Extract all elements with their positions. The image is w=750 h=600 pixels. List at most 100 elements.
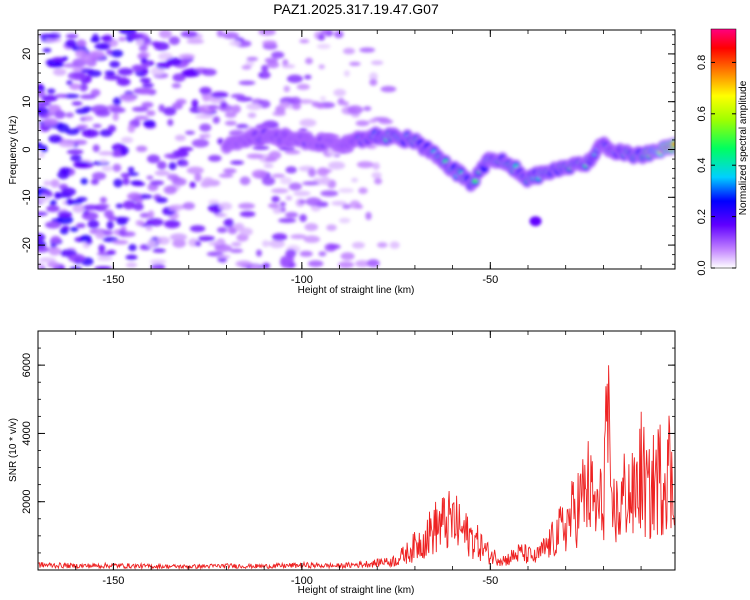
spectrogram-noise-blob bbox=[115, 203, 124, 209]
spectrogram-noise-blob bbox=[343, 47, 355, 55]
spectrogram-noise-blob bbox=[182, 161, 189, 167]
spectrogram-noise-blob bbox=[216, 254, 231, 259]
spectrogram-noise-blob bbox=[229, 40, 242, 47]
spectrogram-noise-blob bbox=[156, 236, 170, 245]
spectrogram-noise-blob bbox=[40, 144, 48, 153]
spectrogram-noise-blob bbox=[127, 124, 136, 133]
spectrogram-noise-blob bbox=[369, 72, 378, 81]
spectrogram-noise-blob bbox=[299, 199, 306, 204]
spectrogram-noise-blob bbox=[239, 211, 256, 218]
spectrogram-noise-blob bbox=[132, 64, 143, 73]
spectrogram-noise-blob bbox=[191, 138, 209, 148]
spectrogram-noise-blob bbox=[239, 176, 251, 186]
y-tick-label: 20 bbox=[21, 48, 33, 60]
spectrogram-noise-blob bbox=[241, 65, 252, 70]
spectrogram-noise-blob bbox=[245, 60, 255, 67]
spectrogram-noise-blob bbox=[142, 82, 154, 88]
spectrogram-ridge-core bbox=[671, 142, 675, 147]
spectrogram-noise-blob bbox=[293, 190, 311, 197]
spectrogram-noise-blob bbox=[185, 130, 195, 135]
spectrogram-noise-blob bbox=[164, 153, 176, 159]
spectrogram-noise-blob bbox=[146, 110, 156, 117]
snr-ticks: -150 -100 -50 2000 4000 6000 bbox=[21, 330, 675, 587]
spectrogram-noise-blob bbox=[56, 215, 74, 225]
spectrogram-noise-blob bbox=[54, 93, 68, 98]
spectrogram-noise-blob bbox=[304, 223, 319, 232]
spectrogram-noise-blob bbox=[98, 244, 105, 253]
spectrogram-noise-blob bbox=[169, 233, 188, 241]
spectrogram-noise-blob bbox=[355, 120, 370, 127]
snr-panel: -150 -100 -50 2000 4000 6000 Height of straig… bbox=[8, 330, 676, 596]
spectrogram-noise-blob bbox=[132, 106, 149, 112]
spectrogram-noise-blob bbox=[38, 233, 46, 242]
spectrogram-noise-blob bbox=[224, 111, 237, 118]
spectrogram-noise-blob bbox=[250, 264, 260, 269]
spectrogram-noise-blob bbox=[279, 201, 286, 207]
spectrogram-noise-blob bbox=[278, 101, 290, 109]
spectrogram-noise-blob bbox=[218, 202, 233, 211]
spectrogram-noise-blob bbox=[271, 51, 285, 59]
spectrogram-noise-blob bbox=[90, 178, 99, 185]
spectrogram-noise-blob bbox=[47, 32, 61, 40]
spectrogram-noise-blob bbox=[263, 70, 270, 79]
spectrogram-noise-blob bbox=[216, 227, 228, 233]
spectrogram-noise-blob bbox=[299, 214, 307, 223]
spectrogram-noise-blob bbox=[48, 246, 62, 256]
snr-series-line bbox=[38, 365, 675, 570]
spectrogram-noise-blob bbox=[331, 200, 348, 206]
spectrogram-noise-blob bbox=[178, 53, 195, 60]
spectrogram-noise-blob bbox=[97, 256, 113, 261]
spectrogram-noise-blob bbox=[317, 33, 326, 41]
spectrogram-noise-blob bbox=[95, 230, 105, 240]
spectrogram-noise-blob bbox=[189, 225, 206, 233]
spectrogram-noise-blob bbox=[48, 134, 62, 144]
spectrogram-noise-blob bbox=[195, 241, 202, 247]
spectrogram-noise-blob bbox=[71, 101, 83, 106]
spectrogram-noise-blob bbox=[44, 38, 62, 43]
spectrogram-noise-blob bbox=[75, 223, 86, 229]
spectrogram-noise-blob bbox=[365, 211, 372, 221]
spectrogram-noise-blob bbox=[299, 118, 317, 127]
spectrogram-noise-blob bbox=[247, 112, 257, 119]
spectrogram-noise-blob bbox=[263, 163, 274, 169]
spectrogram-noise-blob bbox=[235, 260, 253, 268]
colorbar-tick-label: 0.8 bbox=[696, 55, 708, 70]
colorbar-tick-label: 0.2 bbox=[696, 209, 708, 224]
spectrogram-noise-blob bbox=[38, 257, 57, 263]
spectrogram-noise-blob bbox=[150, 264, 166, 269]
spectrogram-noise-blob bbox=[258, 30, 276, 36]
colorbar-gradient bbox=[710, 28, 737, 269]
spectrogram-noise-blob bbox=[76, 124, 89, 129]
spectrogram-noise-blob bbox=[197, 235, 215, 242]
spectrogram-noise-blob bbox=[186, 166, 204, 175]
spectrogram-noise-blob bbox=[42, 117, 58, 127]
spectrogram-noise-blob bbox=[191, 99, 199, 108]
spectrogram-noise-blob bbox=[223, 218, 234, 228]
spectrogram-noise-blob bbox=[308, 260, 324, 268]
spectrogram-noise-blob bbox=[125, 262, 138, 268]
spectrogram-noise-blob bbox=[178, 146, 194, 152]
x-tick-label: -50 bbox=[482, 575, 498, 587]
spectrogram-noise-blob bbox=[112, 112, 119, 121]
y-tick-label: -10 bbox=[21, 189, 33, 205]
spectrogram-noise-blob bbox=[377, 242, 388, 248]
spectrogram-noise-blob bbox=[215, 213, 228, 218]
spectrogram-noise-blob bbox=[302, 181, 319, 186]
spectrogram-noise-blob bbox=[147, 154, 160, 164]
spectrogram-noise-blob bbox=[88, 50, 105, 60]
spectrogram-noise-blob bbox=[351, 241, 365, 249]
spectrogram-noise-blob bbox=[112, 163, 122, 172]
spectrogram-noise-blob bbox=[134, 115, 149, 121]
spectrogram-noise-blob bbox=[68, 253, 86, 263]
spectrogram-noise-blob bbox=[202, 177, 215, 186]
snr-ylabel: SNR (10 * v/v) bbox=[8, 418, 19, 482]
spectrogram-noise-blob bbox=[109, 107, 126, 114]
spectrogram-noise-blob bbox=[80, 68, 95, 74]
spectrogram-noise-blob bbox=[171, 176, 182, 182]
spectrogram-noise-blob bbox=[389, 241, 400, 249]
spectrogram-noise-blob bbox=[127, 166, 135, 173]
spectrogram-noise-blob bbox=[318, 251, 327, 257]
spectrogram-noise-blob bbox=[143, 119, 156, 128]
